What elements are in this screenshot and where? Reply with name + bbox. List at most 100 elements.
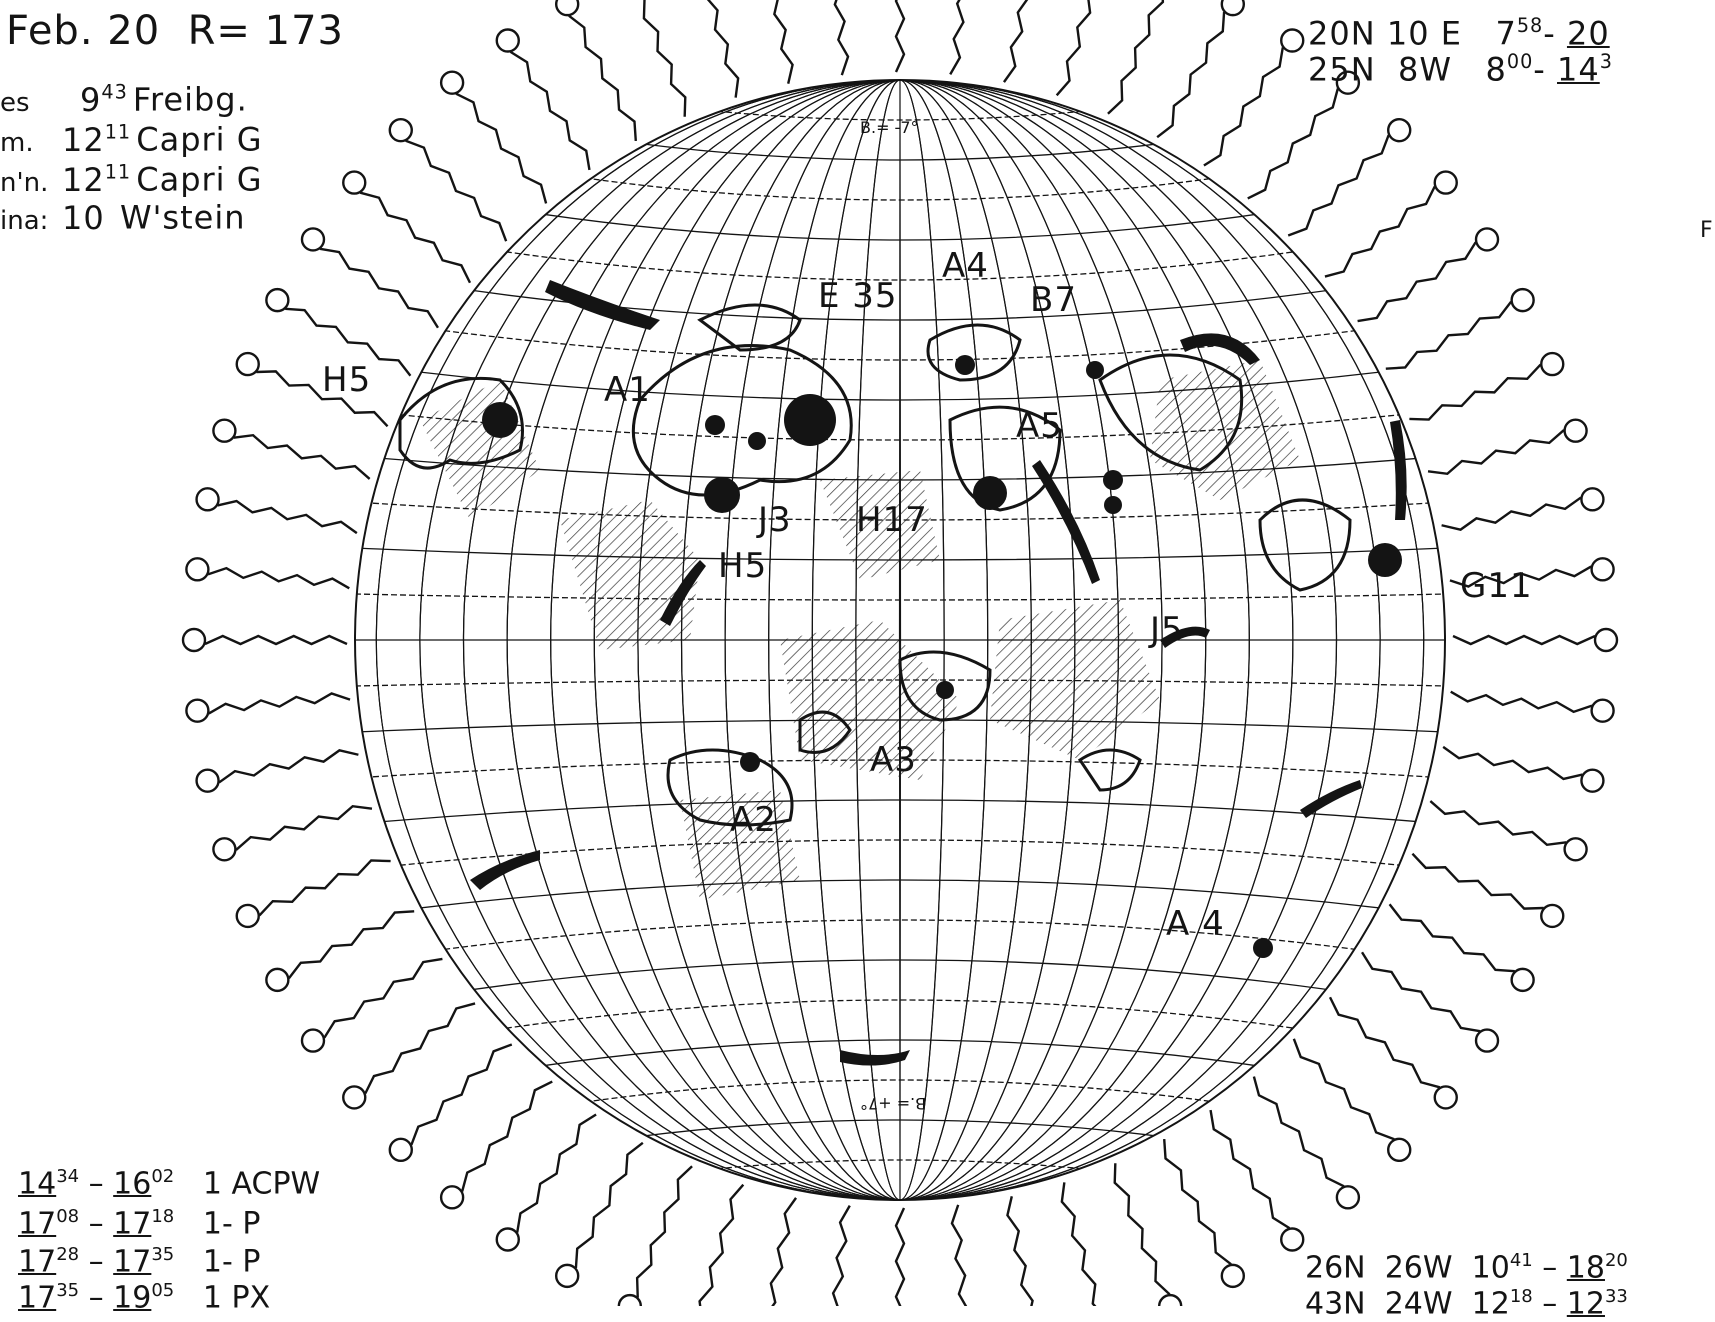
plage-A2 <box>666 748 794 827</box>
ray-marker-head <box>185 557 210 582</box>
ray-marker-head <box>554 0 580 17</box>
sunspot-A1-d <box>704 477 740 513</box>
plage-A3 <box>798 710 852 754</box>
filaments <box>470 280 1407 1066</box>
limb-ray <box>1060 1182 1097 1306</box>
filament-east-limb <box>1390 420 1407 520</box>
sunspot-center <box>936 681 954 699</box>
limb-ray <box>265 910 415 993</box>
limb-ray <box>617 1165 693 1306</box>
ray-marker-head <box>1510 287 1535 313</box>
limb-ray <box>342 170 472 284</box>
ray-marker-head <box>1157 1293 1183 1306</box>
ray-marker-head <box>495 28 520 53</box>
observation-row: m. 1211 Capri G <box>0 120 263 159</box>
limb-ray <box>1055 0 1092 97</box>
sunspot-A1-b <box>705 415 725 435</box>
region-label-H5-left: H5 <box>322 360 372 400</box>
limb-ray <box>1156 0 1246 139</box>
limb-ray <box>235 351 389 428</box>
ray-marker-head <box>439 70 465 95</box>
limb-ray <box>1409 351 1565 421</box>
latitude-line <box>355 999 1445 1055</box>
observation-station: W'stein <box>119 198 246 237</box>
ray-marker-head <box>342 170 367 195</box>
limb-ray <box>1006 1196 1034 1306</box>
limb-ray <box>1002 0 1029 83</box>
plage-A1-east <box>631 344 853 497</box>
ray-marker-head <box>195 768 220 793</box>
sunspot-A1-leader <box>784 394 836 446</box>
hatch-region-5 <box>1150 360 1300 500</box>
limb-ray <box>554 1141 644 1289</box>
limb-ray <box>949 0 965 75</box>
filament-s <box>840 1050 910 1066</box>
plage-center <box>898 650 992 722</box>
sunspot-G11 <box>1368 543 1402 577</box>
ray-marker-head <box>495 1227 520 1252</box>
longitude-line <box>419 80 1381 1200</box>
ray-marker-head <box>1220 1263 1246 1289</box>
region-label-B7: B7 <box>1030 280 1077 320</box>
limb-ray <box>833 0 850 76</box>
sunspot-A1-c <box>748 432 766 450</box>
limb-ray <box>1292 1038 1412 1163</box>
plage-A1 <box>398 376 524 470</box>
longitude-line <box>506 80 1294 1200</box>
ray-marker-head <box>300 1028 326 1053</box>
sunspots <box>482 355 1402 958</box>
table-row: 25N 8W 800- 143 <box>1308 50 1613 89</box>
limb-ray <box>185 557 350 590</box>
hatch-region-2 <box>780 620 960 780</box>
ray-marker-head <box>439 1185 465 1210</box>
ray-marker-head <box>1563 418 1588 443</box>
limb-ray <box>1411 852 1565 929</box>
plage-G11 <box>1258 498 1352 592</box>
ray-marker-head <box>300 227 326 252</box>
observation-time: 10 <box>62 198 105 237</box>
ray-marker-head <box>1593 627 1619 653</box>
limb-ray <box>831 1205 851 1306</box>
table-row: 43N 24W 1218 – 1233 <box>1305 1286 1628 1322</box>
limb-ray <box>769 1197 798 1306</box>
limb-ray <box>185 692 351 723</box>
limb-ray <box>1450 690 1615 723</box>
ray-marker-head <box>1220 0 1246 17</box>
hatch-region-7 <box>680 790 800 900</box>
longitude-line <box>462 80 1338 1200</box>
ray-marker-head <box>1540 903 1565 929</box>
ray-marker-head <box>181 627 207 653</box>
ray-marker-head <box>1590 698 1615 723</box>
limb-ray <box>181 627 348 653</box>
limb-ray <box>1328 996 1458 1110</box>
limb-ray <box>1429 800 1588 862</box>
ray-marker-head <box>388 1137 413 1163</box>
sunspot-A4 <box>1253 938 1273 958</box>
ray-marker-head <box>1387 117 1412 143</box>
hatched-regions <box>420 360 1300 900</box>
ray-marker-head <box>554 1263 580 1289</box>
ray-marker-head <box>1280 1227 1305 1252</box>
observation-station: Capri G <box>136 120 263 159</box>
ray-marker-head <box>1387 1137 1412 1163</box>
limb-ray <box>195 487 358 535</box>
ray-marker-head <box>235 903 260 929</box>
limb-ray <box>706 0 740 98</box>
table-row: 1728 – 1735 1- P <box>18 1244 261 1280</box>
region-label-H5-center: H5 <box>718 546 768 586</box>
ray-marker-head <box>1433 170 1458 195</box>
plage-south-east <box>1077 748 1142 792</box>
region-label-A4-top: A4 <box>942 246 989 286</box>
sunspot-B7 <box>955 355 975 375</box>
rotation-label: R= 173 <box>187 8 344 54</box>
limb-ray <box>1252 1076 1361 1210</box>
ray-marker-head <box>1580 768 1605 793</box>
ray-marker-head <box>195 487 220 512</box>
limb-ray <box>698 1183 745 1306</box>
limb-ray <box>1247 70 1361 200</box>
observation-row: n'n. 1211 Capri G <box>0 160 263 199</box>
filament-sw <box>470 850 540 890</box>
limb-ray <box>388 117 508 242</box>
region-label-H17: H17 <box>856 500 928 540</box>
table-row: 1735 – 1905 1 PX <box>18 1280 271 1316</box>
